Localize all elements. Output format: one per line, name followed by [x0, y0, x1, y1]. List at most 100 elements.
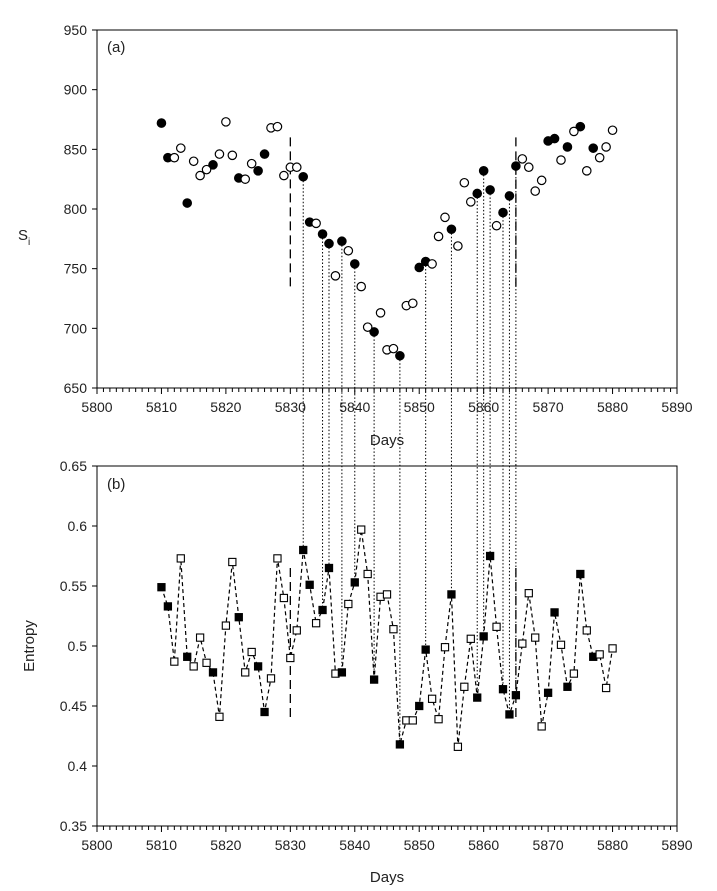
open-square-point	[595, 650, 604, 659]
open-square-point	[389, 625, 398, 634]
filled-square-point	[163, 602, 173, 611]
filled-square-point	[498, 685, 508, 694]
x-tick-label: 5830	[275, 399, 306, 415]
open-square-point	[221, 621, 231, 630]
x-tick-label: 5810	[146, 399, 177, 415]
open-circle-point	[375, 308, 386, 318]
open-square-point	[601, 683, 611, 693]
panel-b-line-chart: 0.350.40.450.50.550.60.65 5800 5810 5820 58…	[21, 458, 693, 886]
panel-b-y-tick-labels: 0.35 0.4 0.45 0.5 0.55 0.6 0.65	[60, 458, 87, 834]
open-circle-point	[407, 298, 418, 309]
open-circle-point	[427, 259, 437, 269]
y-tick-label: 0.35	[60, 818, 87, 834]
open-circle-point	[453, 241, 463, 251]
open-square-point	[492, 622, 501, 631]
open-square-point	[434, 715, 443, 724]
filled-circle-point	[253, 166, 263, 176]
x-tick-label: 5820	[210, 399, 241, 415]
panel-a-x-tick-labels: 5800 5810 5820 5830 5840 5850 5860 5870 5880 5890	[81, 399, 692, 415]
panel-a-scatter-chart: 650 700 750 800 850 900 950 5800 5810 5820 5830 58…	[18, 22, 693, 449]
open-square-point	[363, 569, 372, 579]
open-square-point	[460, 682, 469, 691]
open-square-point	[408, 716, 417, 725]
x-tick-label: 5800	[81, 399, 112, 415]
panel-a-y-axis-title-main: S	[18, 227, 28, 244]
panel-b-x-tick-labels: 5800 5810 5820 5830 5840 5850 5860 5870 5880 5890	[81, 837, 692, 853]
open-circle-point	[188, 156, 199, 167]
filled-circle-point	[337, 236, 347, 247]
filled-circle-point	[549, 133, 560, 144]
filled-circle-point	[259, 149, 270, 159]
open-square-point	[518, 639, 527, 648]
y-tick-label: 0.55	[60, 578, 87, 594]
y-tick-label: 900	[64, 82, 88, 98]
open-circle-point	[272, 121, 283, 132]
x-tick-label: 5840	[339, 399, 370, 415]
open-circle-point	[440, 212, 450, 223]
open-circle-point	[569, 126, 579, 137]
x-tick-label: 5880	[597, 837, 628, 853]
y-tick-label: 0.4	[68, 758, 88, 774]
open-square-point	[556, 640, 566, 649]
open-square-point	[453, 742, 463, 751]
open-square-point	[273, 554, 282, 563]
panel-a-points	[156, 117, 618, 361]
y-tick-label: 0.5	[68, 638, 88, 654]
x-tick-label: 5840	[339, 837, 370, 853]
panel-a-y-axis-title: Si	[18, 227, 30, 248]
open-square-point	[241, 668, 250, 677]
filled-circle-point	[182, 198, 193, 208]
x-tick-label: 5830	[275, 837, 306, 853]
open-circle-point	[388, 343, 399, 354]
filled-square-point	[369, 675, 379, 684]
dotted-connectors	[302, 170, 517, 741]
filled-square-point	[395, 740, 405, 749]
open-circle-point	[517, 154, 528, 164]
filled-square-point	[415, 701, 424, 711]
x-tick-label: 5870	[533, 399, 564, 415]
filled-circle-point	[324, 238, 334, 249]
open-circle-point	[246, 158, 257, 169]
y-tick-label: 800	[64, 201, 88, 217]
open-square-point	[569, 669, 579, 678]
open-circle-point	[356, 281, 367, 292]
open-square-point	[427, 694, 437, 703]
y-tick-label: 650	[64, 380, 88, 396]
filled-circle-point	[414, 262, 425, 273]
panel-b-tick-marks	[92, 465, 678, 832]
y-tick-label: 850	[64, 141, 88, 157]
filled-circle-point	[498, 207, 508, 218]
open-square-point	[170, 657, 179, 666]
y-tick-label: 0.45	[60, 698, 87, 714]
x-tick-label: 5820	[210, 837, 241, 853]
x-tick-label: 5890	[661, 399, 692, 415]
panel-a-tick-marks	[92, 29, 678, 394]
open-square-point	[357, 525, 366, 534]
open-square-point	[292, 626, 301, 635]
open-square-point	[202, 658, 211, 667]
x-tick-label: 5810	[146, 837, 177, 853]
open-square-point	[608, 644, 617, 653]
filled-circle-point	[504, 191, 515, 201]
open-square-point	[531, 633, 540, 642]
open-square-point	[311, 619, 321, 628]
open-circle-point	[291, 162, 302, 173]
panel-a-x-axis-title: Days	[370, 432, 404, 449]
filled-circle-point	[575, 121, 586, 132]
filled-circle-point	[208, 160, 218, 170]
panel-b-points	[157, 525, 617, 751]
open-circle-point	[195, 170, 205, 181]
filled-square-point	[505, 710, 514, 719]
open-circle-point	[240, 174, 251, 184]
panel-b-x-axis-title: Days	[370, 869, 404, 886]
filled-circle-point	[298, 171, 309, 182]
panel-a-y-axis-title-subscript: i	[28, 237, 30, 248]
y-tick-label: 0.65	[60, 458, 87, 474]
filled-square-point	[543, 688, 553, 697]
open-circle-point	[607, 125, 618, 136]
open-circle-point	[523, 162, 534, 173]
filled-circle-point	[588, 143, 599, 153]
open-circle-point	[433, 231, 444, 242]
filled-circle-point	[511, 161, 521, 171]
